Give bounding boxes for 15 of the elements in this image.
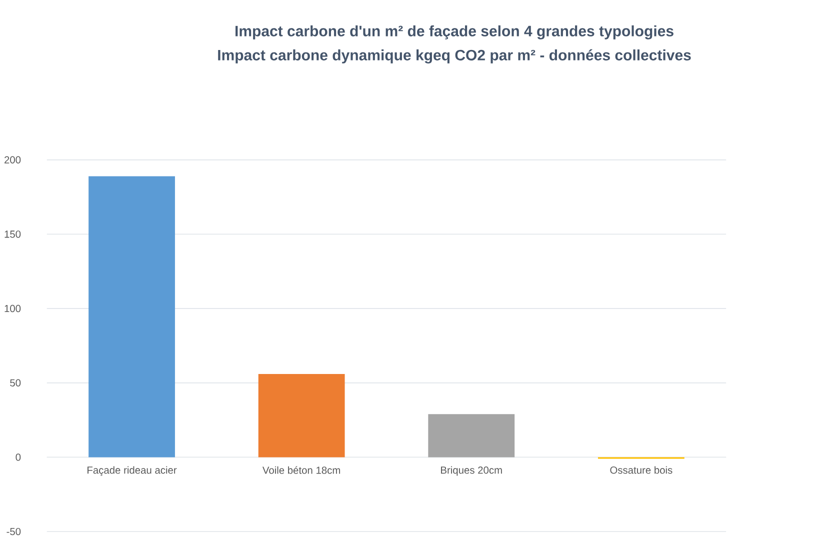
y-tick-label: 0 [16, 454, 21, 461]
x-tick-label: Briques 20cm [441, 466, 502, 476]
y-tick-label: 150 [4, 230, 21, 238]
y-tick-label: 50 [10, 379, 21, 386]
x-tick-label: Façade rideau acier [88, 466, 177, 476]
x-tick-label: Ossature bois [610, 466, 672, 474]
y-tick-label: 100 [4, 304, 21, 312]
y-tick-label: 200 [4, 156, 21, 164]
bar [258, 374, 345, 458]
chart-title: Impact carbone d'un m² de façade selon 4 grandes typologies [236, 25, 674, 40]
chart-subtitle: Impact carbone dynamique kgeq CO2 par m² - données collectives [218, 49, 691, 64]
y-tick-label: -50 [6, 528, 21, 536]
x-tick-label: Voile béton 18cm [262, 466, 340, 474]
bar [88, 176, 175, 458]
bar [428, 414, 515, 458]
